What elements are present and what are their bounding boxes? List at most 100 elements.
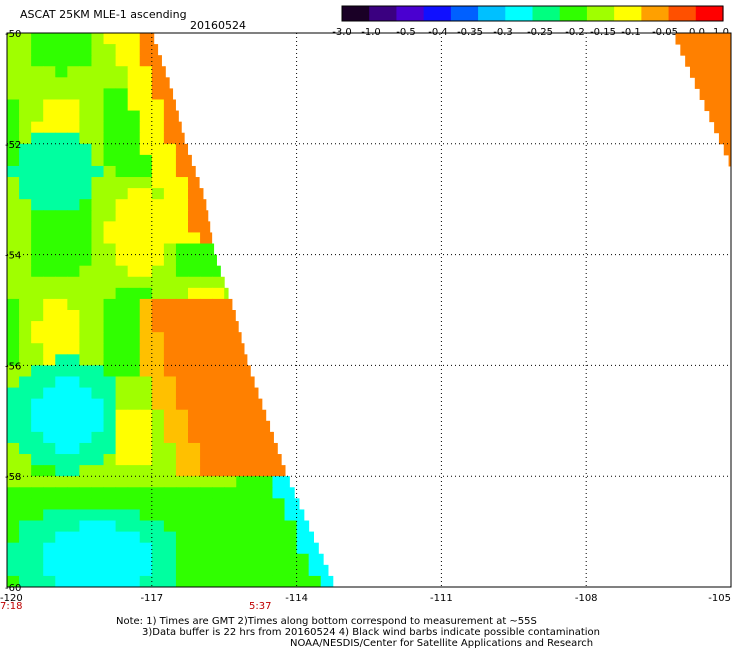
swath-cell — [139, 420, 153, 433]
swath-cell — [55, 509, 68, 522]
swath-cell — [200, 199, 207, 211]
swath-cell — [79, 564, 92, 577]
swath-cell — [79, 310, 92, 322]
swath-cell — [212, 431, 225, 444]
swath-cell — [19, 165, 32, 178]
swath-cell — [151, 221, 165, 233]
swath-cell — [151, 409, 165, 422]
swath-cell — [115, 55, 129, 67]
swath-cell — [127, 376, 141, 389]
swath-cell — [163, 442, 177, 455]
swath-cell — [67, 254, 80, 267]
swath-cell — [91, 221, 105, 233]
swath-cell — [188, 442, 201, 455]
swath-cell — [127, 55, 141, 67]
swath-cell — [19, 298, 32, 311]
swath-cell — [139, 542, 153, 555]
swath-cell — [236, 465, 249, 477]
swath-cell — [79, 88, 92, 100]
swath-cell — [212, 442, 225, 455]
swath-cell — [127, 420, 141, 433]
swath-cell — [200, 310, 213, 322]
swath-cell — [272, 564, 286, 577]
swath-cell — [151, 298, 165, 311]
swath-cell — [139, 409, 153, 422]
swath-cell — [67, 487, 80, 499]
swath-cell — [139, 454, 153, 466]
swath-cell — [79, 476, 92, 488]
swath-cell — [31, 66, 44, 78]
swath-cell — [79, 121, 92, 134]
swath-cell — [115, 276, 129, 289]
swath-cell — [175, 564, 189, 577]
swath-cell — [236, 520, 249, 533]
swath-cell — [7, 221, 20, 233]
swath-cell — [284, 476, 290, 488]
swath-cell — [151, 77, 165, 89]
swath-cell — [43, 143, 56, 156]
swath-cell — [139, 55, 153, 67]
swath-cell — [296, 575, 310, 588]
swath-cell — [175, 265, 189, 278]
swath-cell — [212, 310, 225, 322]
swath-cell — [224, 332, 237, 344]
swath-cell — [91, 398, 105, 411]
swath-cell — [91, 387, 105, 400]
swath-cell — [248, 476, 261, 488]
swath-cell — [103, 143, 117, 156]
swath-cell — [175, 132, 185, 145]
swath-cell — [163, 66, 166, 78]
swath-cell — [7, 210, 20, 222]
swath-cell — [31, 199, 44, 211]
swath-cell — [91, 265, 105, 278]
swath-cell — [19, 287, 32, 300]
swath-cell — [248, 498, 261, 510]
swath-cell — [115, 188, 129, 200]
swath-cell — [139, 343, 153, 355]
swath-cell — [43, 465, 56, 477]
swath-cell — [91, 99, 105, 112]
swath-cell — [188, 221, 201, 233]
time-label: 7:18 — [0, 601, 22, 612]
swath-cell — [67, 132, 80, 145]
swath-cell — [19, 121, 32, 134]
swath-cell — [115, 321, 129, 333]
swath-cell — [103, 55, 117, 67]
swath-cell — [55, 210, 68, 222]
swath-cell — [79, 66, 92, 78]
swath-cell — [188, 387, 201, 400]
swath-cell — [91, 66, 105, 78]
swath-cell — [91, 254, 105, 267]
swath-cell — [31, 442, 44, 455]
swath-cell — [91, 110, 105, 123]
swath-cell — [67, 509, 80, 522]
swath-cell — [7, 420, 20, 433]
swath-cell — [236, 454, 249, 466]
swath-cell — [200, 442, 213, 455]
swath-cell — [67, 210, 80, 222]
swath-cell — [212, 575, 225, 588]
swath-cell — [175, 520, 189, 533]
swath-cell — [248, 398, 261, 411]
swath-cell — [67, 365, 80, 377]
swath-cell — [67, 354, 80, 366]
swath-cell — [188, 542, 201, 555]
swath-cell — [43, 498, 56, 510]
swath-cell — [115, 121, 129, 134]
swath-cell — [19, 454, 32, 466]
swath-cell — [43, 376, 56, 389]
swath-cell — [79, 442, 92, 455]
swath-cell — [151, 365, 165, 377]
swath-cell — [31, 188, 44, 200]
lon-label: -105 — [708, 593, 731, 604]
lat-label: -60 — [5, 583, 21, 594]
swath-cell — [19, 199, 32, 211]
lat-label: -52 — [5, 140, 21, 151]
swath-cell — [284, 542, 298, 555]
swath-cell — [67, 88, 80, 100]
swath-cell — [248, 520, 261, 533]
swath-cell — [103, 310, 117, 322]
swath-cell — [188, 564, 201, 577]
swath-cell — [139, 498, 153, 510]
swath-cell — [67, 265, 80, 278]
